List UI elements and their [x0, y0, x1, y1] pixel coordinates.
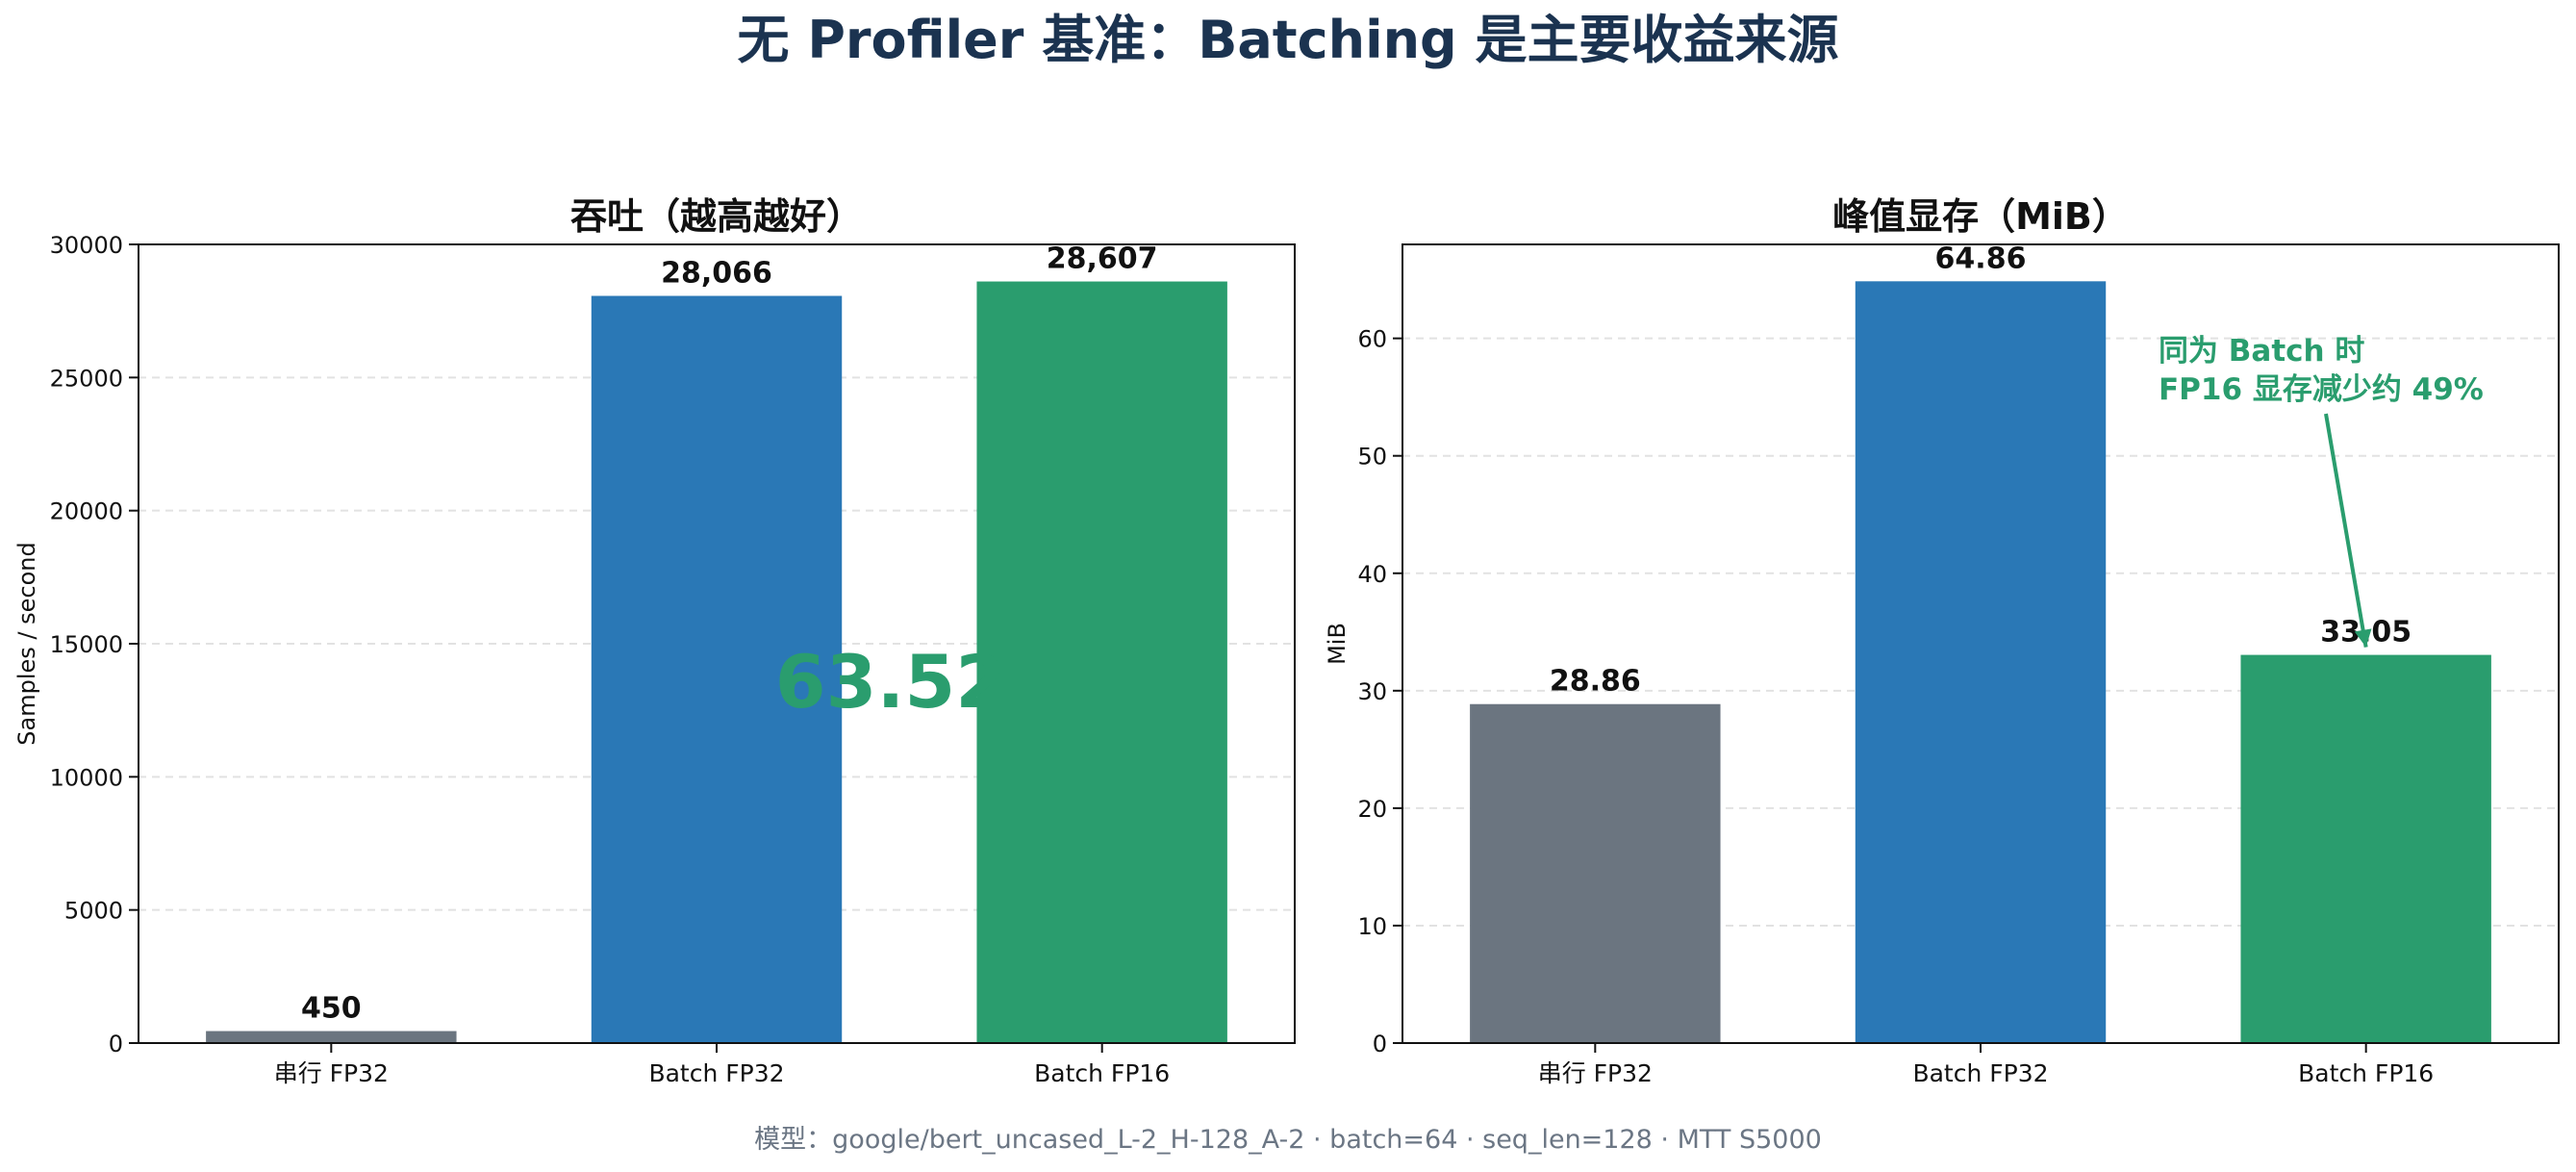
panel-title: 吞吐（越高越好）: [570, 195, 863, 238]
figure-title: 无 Profiler 基准：Batching 是主要收益来源: [738, 10, 1839, 70]
chart-panel-1: 0 10 20 30 40 50 60 28.86 串行 FP32 64.86 Batch FP32…: [1324, 195, 2560, 1087]
axes-frame: [138, 243, 1296, 1044]
value-label: 28,066: [661, 257, 772, 291]
bar-0: [206, 1031, 457, 1043]
y-tick-label: 5000: [64, 898, 123, 925]
x-tick-label: 串行 FP32: [1538, 1059, 1653, 1087]
value-label: 28.86: [1550, 665, 1641, 699]
annotation-arrow: [2324, 413, 2368, 648]
y-tick-label: 10: [1357, 913, 1387, 940]
x-tick-label: Batch FP32: [648, 1059, 784, 1087]
panel-title: 峰值显存（MiB）: [1832, 195, 2129, 238]
y-tick-label: 60: [1357, 326, 1387, 353]
annotation-line: 同为 Batch 时: [2159, 334, 2364, 369]
footnote: 模型：google/bert_uncased_L-2_H-128_A-2 · b…: [754, 1125, 1822, 1155]
bar-1: [1855, 281, 2107, 1043]
x-tick-label: 串行 FP32: [274, 1059, 389, 1087]
y-axis-label: MiB: [1324, 623, 1351, 665]
y-tick-label: 40: [1357, 561, 1387, 588]
y-tick-label: 30000: [50, 232, 123, 259]
bar-2: [976, 281, 1227, 1043]
overlay-number: 63.52: [775, 639, 1006, 725]
annotation-arrowhead: [2354, 628, 2372, 648]
x-tick-label: Batch FP32: [1912, 1059, 2048, 1087]
y-tick-label: 0: [109, 1031, 123, 1057]
axes-frame: [1402, 243, 2560, 1044]
bar-0: [1470, 703, 1721, 1043]
y-tick-label: 10000: [50, 764, 123, 791]
bar-1: [591, 295, 843, 1043]
y-tick-label: 20000: [50, 498, 123, 525]
value-label: 28,607: [1047, 242, 1158, 276]
x-tick-label: Batch FP16: [1034, 1059, 1170, 1087]
chart-panel-0: 0 5000 10000 15000 20000 25000 30000 450 串行 FP32…: [13, 195, 1296, 1087]
y-tick-label: 30: [1357, 678, 1387, 705]
y-tick-label: 25000: [50, 365, 123, 392]
y-tick-label: 0: [1373, 1031, 1387, 1057]
value-label: 64.86: [1935, 242, 2027, 275]
annotation-line: FP16 显存减少约 49%: [2159, 372, 2484, 407]
bar-2: [2240, 654, 2491, 1043]
x-tick-label: Batch FP16: [2298, 1059, 2434, 1087]
y-tick-label: 20: [1357, 796, 1387, 823]
panels: 0 5000 10000 15000 20000 25000 30000 450 串行 FP32…: [13, 195, 2560, 1087]
value-label: 450: [301, 992, 362, 1026]
y-axis-label: Samples / second: [13, 542, 40, 745]
y-tick-label: 50: [1357, 444, 1387, 471]
y-tick-label: 15000: [50, 631, 123, 658]
